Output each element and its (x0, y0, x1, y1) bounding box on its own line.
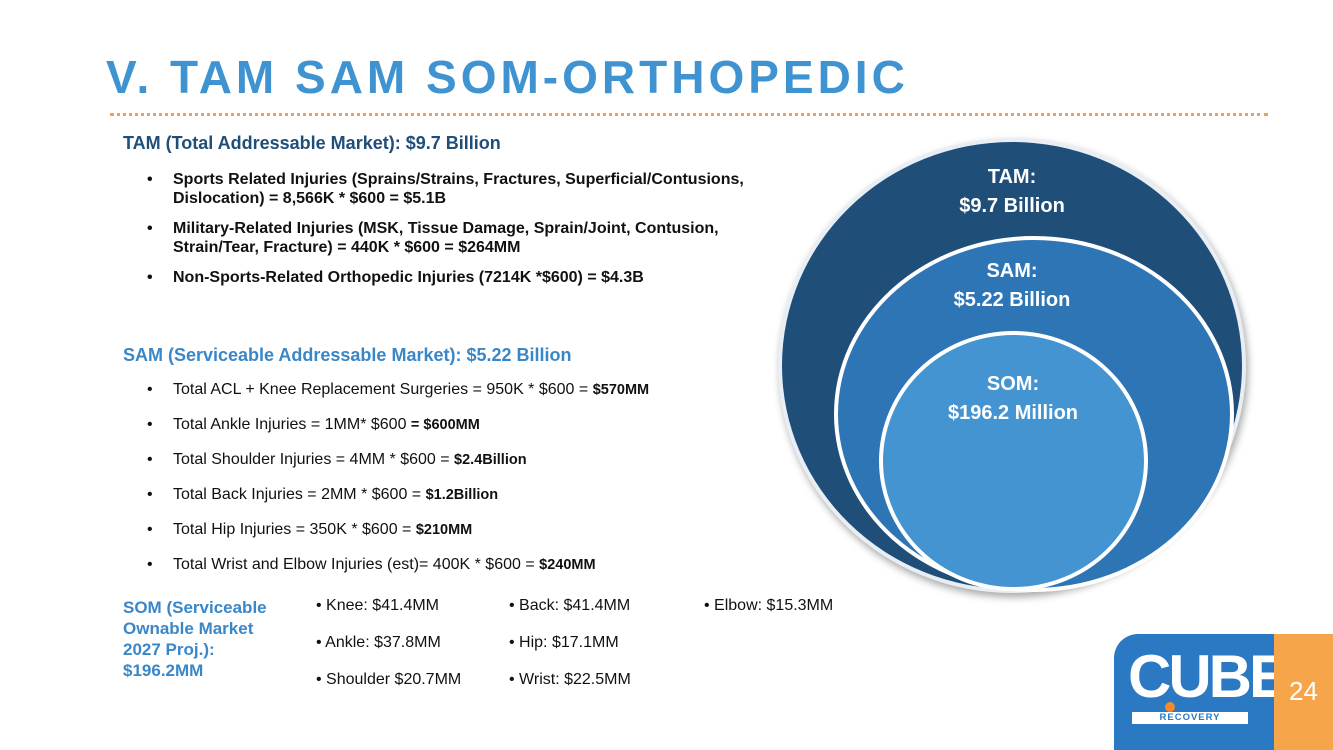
som-circle-label: SOM: $196.2 Million (893, 370, 1133, 428)
som-item: Back: $41.4MM (509, 596, 631, 633)
sam-item-amount: $2.4Billion (454, 452, 527, 468)
som-column-1: Knee: $41.4MM Ankle: $37.8MM Shoulder $2… (316, 596, 461, 707)
logo-sub-text: RECOVERY (1132, 712, 1248, 724)
som-item: Ankle: $37.8MM (316, 633, 461, 670)
sam-item: Total ACL + Knee Replacement Surgeries =… (145, 380, 785, 400)
sam-item-amount: $210MM (415, 522, 473, 538)
som-item: Knee: $41.4MM (316, 596, 461, 633)
som-column-3: Elbow: $15.3MM (704, 596, 833, 633)
sam-item: Total Shoulder Injuries = 4MM * $600 = $… (145, 450, 785, 470)
som-item: Hip: $17.1MM (509, 633, 631, 670)
sam-circle-title: SAM: (986, 260, 1038, 282)
som-circle-title: SOM: (986, 373, 1040, 395)
tam-item: Sports Related Injuries (Sprains/Strains… (145, 170, 795, 208)
tam-circle-label: TAM: $9.7 Billion (892, 163, 1132, 221)
sam-item-text: Total Wrist and Elbow Injuries (est)= 40… (173, 556, 540, 573)
som-item: Elbow: $15.3MM (704, 596, 833, 633)
page-number: 24 (1289, 676, 1318, 706)
slide-title: V. TAM SAM SOM-ORTHOPEDIC (106, 51, 909, 103)
tam-list: Sports Related Injuries (Sprains/Strains… (145, 170, 795, 298)
som-circle (879, 331, 1148, 591)
som-item: Shoulder $20.7MM (316, 670, 461, 707)
sam-item-amount: $240MM (539, 557, 596, 573)
tam-heading: TAM (Total Addressable Market): $9.7 Bil… (123, 133, 501, 153)
sam-item: Total Hip Injuries = 350K * $600 = $210M… (145, 520, 785, 540)
sam-item-text: Total Hip Injuries = 350K * $600 = (173, 521, 416, 538)
som-label: SOM (Serviceable Ownable Market 2027 Pro… (123, 598, 267, 680)
title-divider (110, 113, 1268, 116)
sam-heading: SAM (Serviceable Addressable Market): $5… (123, 345, 572, 365)
tam-item: Military-Related Injuries (MSK, Tissue D… (145, 219, 795, 257)
sam-item-amount: $570MM (592, 382, 650, 398)
sam-item-text: Total Shoulder Injuries = 4MM * $600 = (173, 451, 455, 468)
som-item: Wrist: $22.5MM (509, 670, 631, 707)
sam-list: Total ACL + Knee Replacement Surgeries =… (145, 380, 785, 590)
sam-circle-label: SAM: $5.22 Billion (892, 257, 1132, 315)
tam-item: Non-Sports-Related Orthopedic Injuries (… (145, 268, 795, 287)
logo-brand-text: CUBE (1128, 643, 1289, 710)
som-column-2: Back: $41.4MM Hip: $17.1MM Wrist: $22.5M… (509, 596, 631, 707)
sam-item-text: Total Back Injuries = 2MM * $600 = (173, 486, 426, 503)
tam-circle-title: TAM: (987, 166, 1037, 188)
sam-item-amount: $1.2Billion (425, 487, 499, 503)
sam-item-text: Total Ankle Injuries = 1MM* $600 (173, 416, 411, 433)
sam-circle-value: $5.22 Billion (953, 289, 1071, 311)
som-circle-value: $196.2 Million (947, 402, 1079, 424)
sam-item: Total Wrist and Elbow Injuries (est)= 40… (145, 555, 785, 575)
sam-item-text: Total ACL + Knee Replacement Surgeries =… (173, 381, 593, 398)
tam-circle-value: $9.7 Billion (959, 195, 1065, 217)
sam-item-amount: = $600MM (410, 417, 480, 433)
cube-recovery-logo (1114, 634, 1274, 750)
sam-item: Total Back Injuries = 2MM * $600 = $1.2B… (145, 485, 785, 505)
sam-item: Total Ankle Injuries = 1MM* $600 = $600M… (145, 415, 785, 435)
page-number-box (1274, 634, 1333, 750)
logo-dot-icon (1165, 702, 1175, 712)
